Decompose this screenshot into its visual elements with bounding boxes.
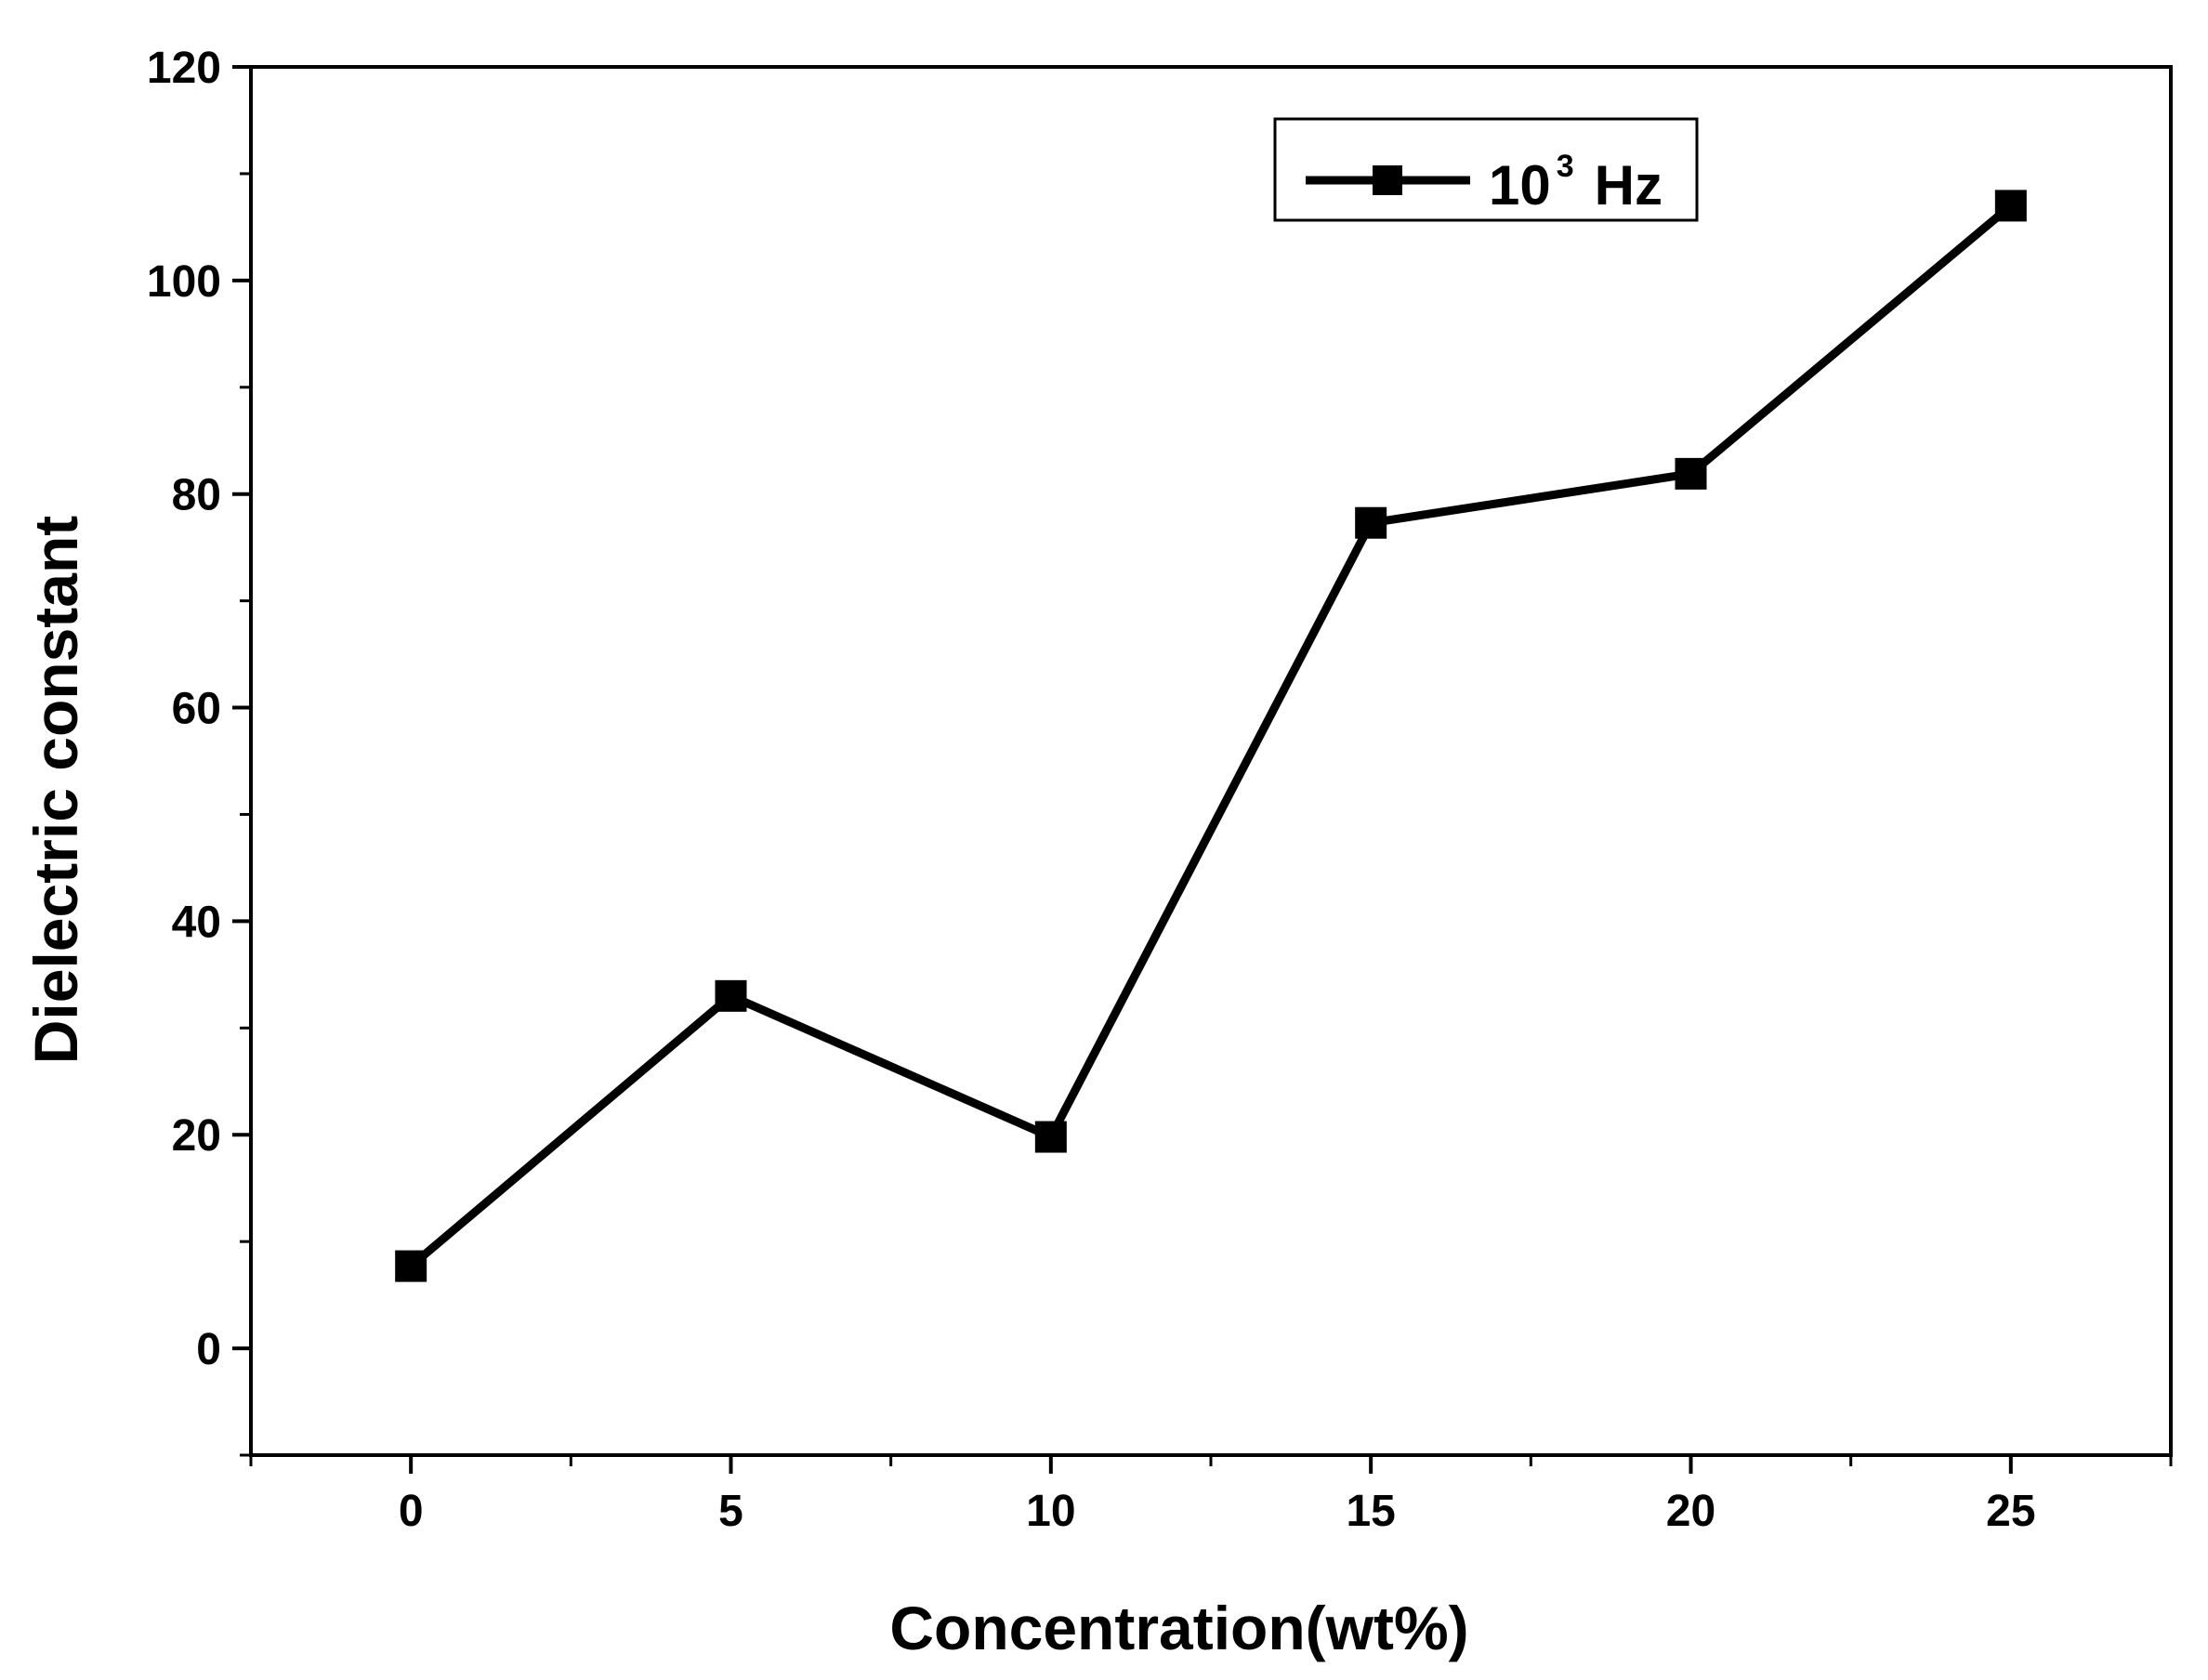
plot-frame — [249, 65, 2173, 1457]
data-point-0 — [395, 1250, 427, 1282]
x-tick-label-3: 15 — [1346, 1487, 1395, 1536]
data-point-2 — [1034, 1121, 1067, 1153]
legend-box — [1273, 117, 1699, 222]
y-axis-title: Dielectric constant — [21, 516, 90, 1065]
data-point-5 — [1994, 190, 2027, 222]
x-tick-label-1: 5 — [718, 1487, 743, 1536]
series-line-0 — [408, 202, 2014, 1270]
y-axis-ticks: 0 20 40 60 80 100 120 — [147, 44, 251, 1457]
y-tick-label-1: 20 — [172, 1111, 221, 1161]
y-tick-label-3: 60 — [172, 685, 221, 734]
y-tick-label-5: 100 — [147, 257, 221, 307]
x-tick-label-2: 10 — [1026, 1487, 1075, 1536]
x-tick-label-5: 25 — [1986, 1487, 2035, 1536]
data-point-3 — [1355, 506, 1387, 539]
legend-label-unit: Hz — [1595, 154, 1663, 217]
legend-label-sup: 3 — [1557, 149, 1574, 184]
legend-label-base: 10 — [1489, 154, 1551, 217]
legend-label: 10 3 Hz — [1489, 149, 1663, 217]
x-axis-ticks: 0 5 10 15 20 25 — [249, 1455, 2173, 1536]
data-point-4 — [1675, 457, 1707, 490]
y-tick-label-2: 40 — [172, 898, 221, 947]
x-tick-label-0: 0 — [399, 1487, 424, 1536]
y-tick-label-4: 80 — [172, 471, 221, 520]
data-point-1 — [715, 979, 747, 1012]
legend-marker — [1373, 165, 1402, 195]
x-axis-title: Concentration(wt%) — [889, 1594, 1468, 1662]
y-tick-label-6: 120 — [147, 44, 221, 93]
series-layer — [395, 190, 2027, 1282]
x-tick-label-4: 20 — [1666, 1487, 1715, 1536]
legend: 10 3 Hz — [1273, 117, 1699, 222]
y-tick-label-0: 0 — [196, 1325, 221, 1374]
